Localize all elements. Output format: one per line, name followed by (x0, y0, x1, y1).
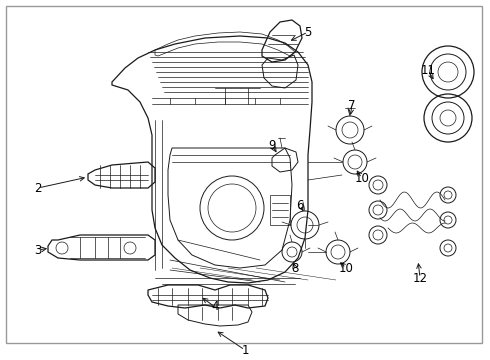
Text: 2: 2 (34, 181, 42, 194)
Text: 12: 12 (413, 271, 427, 284)
Text: 3: 3 (34, 243, 42, 257)
Text: 11: 11 (420, 63, 436, 77)
Text: 8: 8 (292, 261, 299, 274)
Text: 7: 7 (348, 99, 356, 112)
Text: 5: 5 (304, 26, 312, 39)
Text: 10: 10 (355, 171, 369, 185)
Text: 6: 6 (296, 198, 304, 212)
Text: 4: 4 (211, 301, 219, 314)
Text: 10: 10 (339, 261, 353, 274)
Text: 1: 1 (241, 343, 249, 356)
Text: 9: 9 (268, 139, 276, 152)
